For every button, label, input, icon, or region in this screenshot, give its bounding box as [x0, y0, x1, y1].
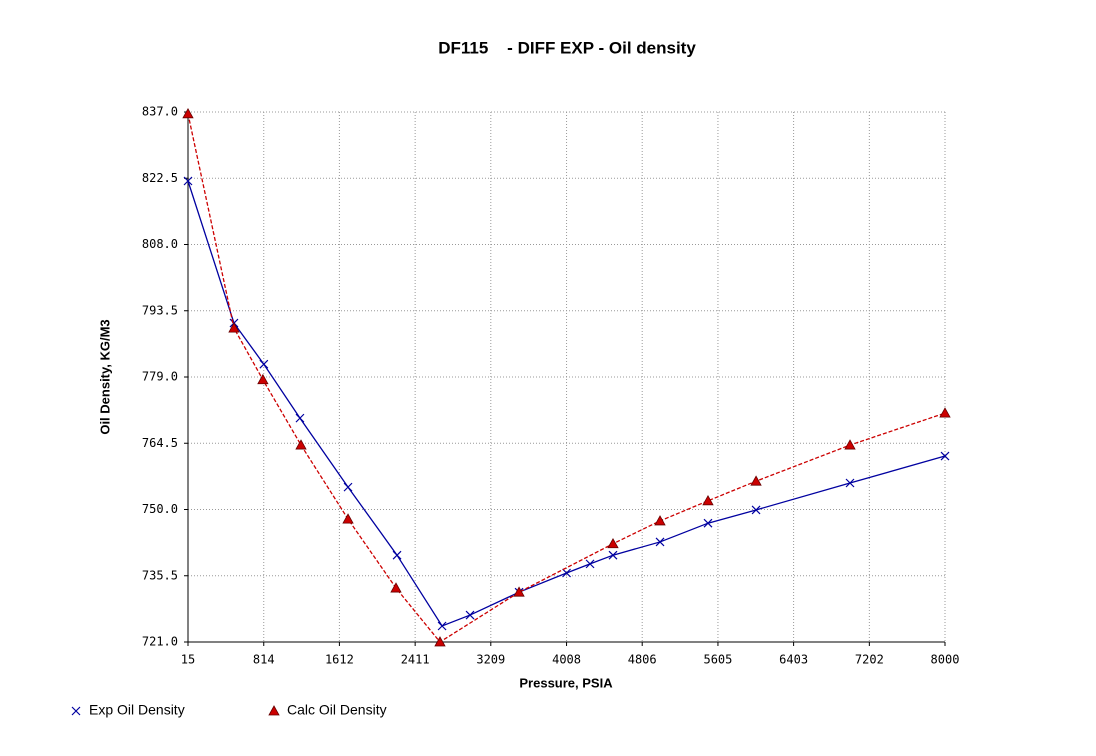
- x-tick-label: 3209: [476, 653, 505, 667]
- data-point: [228, 322, 240, 333]
- y-tick-label: 779.0: [142, 370, 178, 384]
- x-tick-label: 8000: [931, 653, 960, 667]
- data-point: [655, 537, 665, 547]
- data-point: [751, 505, 761, 515]
- legend-marker: [71, 706, 81, 716]
- data-point: [259, 359, 269, 369]
- chart-title: DF115 - DIFF EXP - Oil density: [438, 38, 696, 57]
- data-point: [939, 407, 951, 418]
- data-point: [465, 610, 475, 620]
- x-tick-label: 7202: [855, 653, 884, 667]
- data-point: [585, 559, 595, 569]
- data-point: [844, 439, 856, 450]
- y-tick-label: 721.0: [142, 635, 178, 649]
- data-point: [182, 108, 194, 119]
- data-point: [607, 537, 619, 549]
- data-point: [437, 621, 447, 631]
- data-point: [295, 413, 305, 423]
- legend-label: Calc Oil Density: [287, 702, 387, 718]
- y-tick-label: 793.5: [142, 303, 178, 317]
- y-tick-label: 735.5: [142, 568, 178, 582]
- data-point: [295, 439, 307, 450]
- data-point: [702, 494, 714, 506]
- y-axis-title: Oil Density, KG/M3: [97, 319, 112, 434]
- series-line: [187, 113, 946, 643]
- x-tick-label: 814: [253, 653, 275, 667]
- data-point: [183, 176, 193, 186]
- data-point: [342, 513, 354, 524]
- data-point: [513, 586, 525, 597]
- legend-label: Exp Oil Density: [89, 702, 185, 718]
- x-axis-title: Pressure, PSIA: [519, 675, 613, 690]
- x-tick-label: 4008: [552, 653, 581, 667]
- data-point: [343, 482, 353, 492]
- x-tick-label: 2411: [401, 653, 430, 667]
- data-point: [845, 478, 855, 488]
- x-tick-label: 4806: [628, 653, 657, 667]
- data-point: [434, 636, 446, 647]
- y-tick-label: 837.0: [142, 105, 178, 119]
- x-tick-label: 6403: [779, 653, 808, 667]
- data-point: [390, 582, 402, 593]
- legend-marker: [268, 705, 280, 716]
- data-point: [940, 451, 950, 461]
- data-point: [608, 550, 618, 560]
- y-tick-label: 750.0: [142, 502, 178, 516]
- data-point: [750, 475, 762, 486]
- data-point: [654, 515, 666, 526]
- y-tick-label: 822.5: [142, 171, 178, 185]
- x-tick-label: 15: [181, 653, 195, 667]
- y-tick-label: 808.0: [142, 237, 178, 251]
- y-tick-label: 764.5: [142, 436, 178, 450]
- data-point: [562, 568, 571, 578]
- x-tick-label: 1612: [325, 653, 354, 667]
- data-point: [703, 518, 713, 528]
- data-point: [392, 550, 402, 560]
- x-tick-label: 5605: [703, 653, 732, 667]
- data-point: [257, 373, 269, 385]
